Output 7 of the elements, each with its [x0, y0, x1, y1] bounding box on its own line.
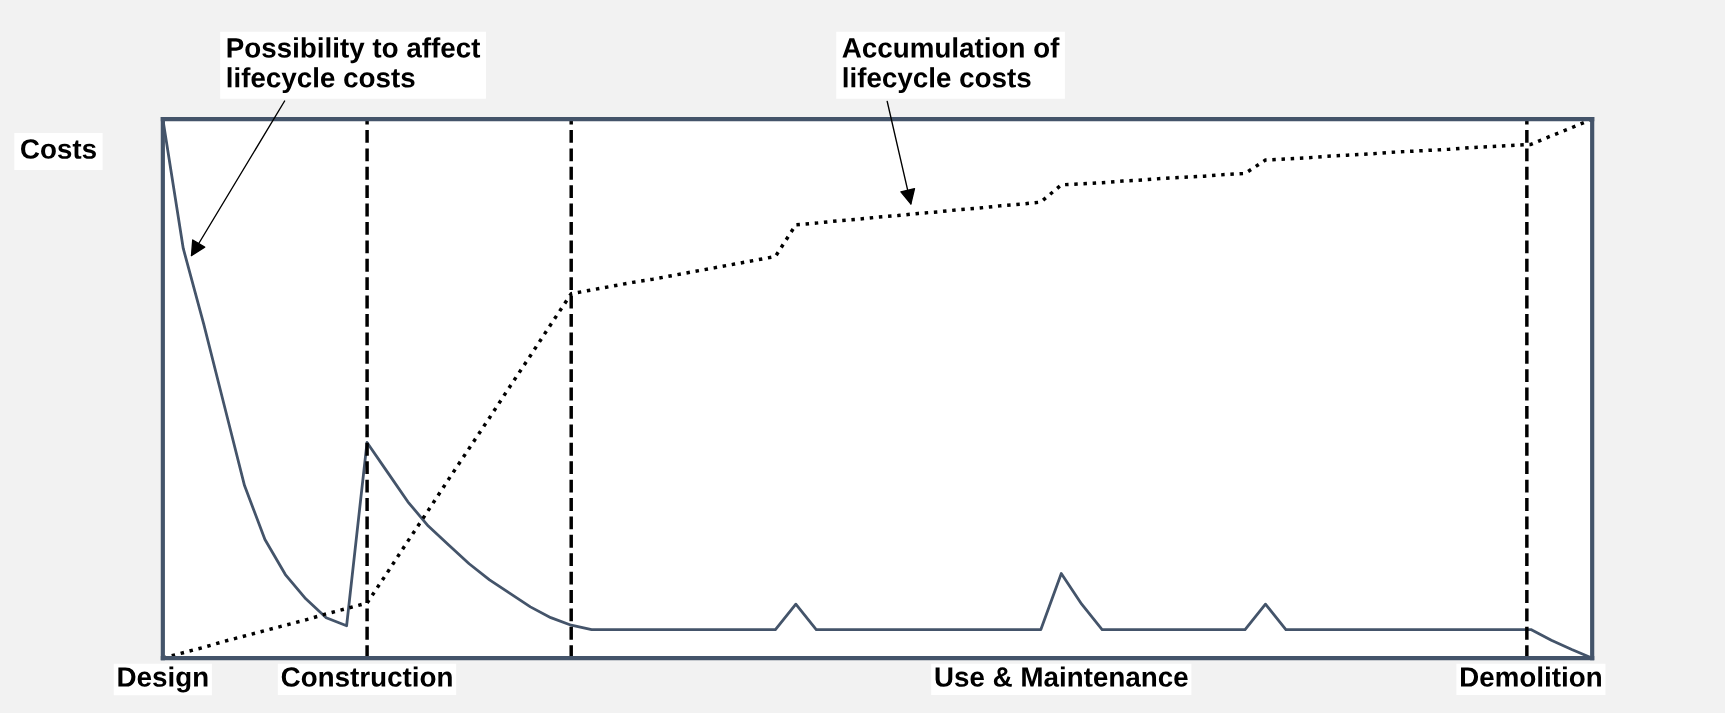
x-tick-label: Demolition	[1461, 666, 1601, 687]
x-tick-label: Construction	[281, 666, 452, 687]
text: Possibility to affect lifecycle costs	[227, 37, 481, 94]
x-tick-label: Use & Maintenance	[935, 666, 1188, 687]
y-axis-title: Costs	[21, 139, 96, 159]
x-tick-label: Design	[118, 666, 208, 693]
text: Accumulation of lifecycle costs	[842, 37, 1060, 94]
